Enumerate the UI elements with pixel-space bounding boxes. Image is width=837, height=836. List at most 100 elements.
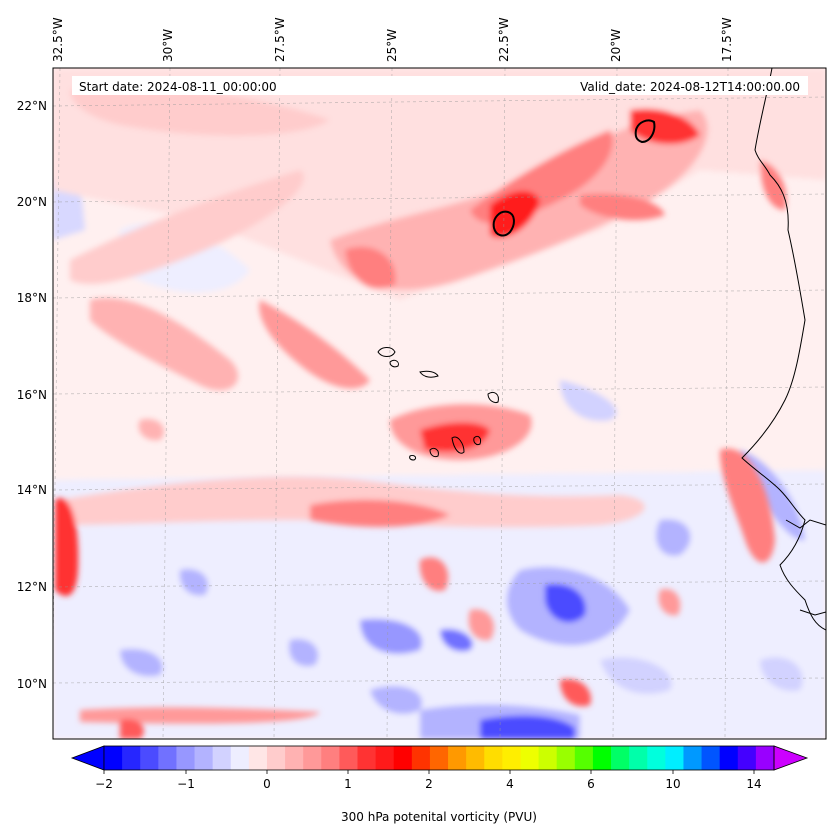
colorbar-segment (701, 746, 721, 770)
colorbar-tick-label: 10 (665, 777, 680, 791)
colorbar-segment (429, 746, 449, 770)
colorbar-segment (647, 746, 666, 770)
longitude-label: 25°W (385, 29, 399, 62)
colorbar-segment (266, 746, 286, 770)
colorbar-segment (285, 746, 304, 770)
pv-field-shape (580, 193, 665, 221)
colorbar-segment (683, 746, 703, 770)
map-area (53, 68, 826, 739)
latitude-label: 20°N (17, 195, 47, 209)
start-date-label: Start date: 2024-08-11_00:00:00 (79, 80, 277, 94)
colorbar-segment (176, 746, 196, 770)
pv-field-shape (656, 519, 691, 556)
pv-field-shape (560, 679, 591, 707)
pv-field-shape (480, 715, 575, 739)
colorbar-segment (592, 746, 612, 770)
longitude-label: 17.5°W (720, 17, 734, 62)
colorbar-tick-label: 4 (506, 777, 514, 791)
pv-field-shape (90, 298, 239, 391)
pv-field-shape (760, 160, 787, 210)
colorbar-tick-label: 2 (425, 777, 433, 791)
pv-field-shape (289, 639, 319, 667)
grid-line (53, 96, 826, 107)
island-maio (473, 435, 481, 445)
colorbar-segment (357, 746, 377, 770)
pv-contours (492, 119, 656, 237)
pv-field-shape (259, 300, 370, 389)
grid-line (53, 193, 826, 203)
longitude-label: 20°W (609, 29, 623, 62)
colorbar-tick-label: 0 (263, 777, 271, 791)
colorbar-segment (520, 746, 540, 770)
colorbar-segment (411, 746, 431, 770)
longitude-label: 27.5°W (273, 17, 287, 62)
pv-field-shape (55, 498, 79, 596)
latitude-labels: 22°N 20°N 18°N 16°N 14°N 12°N 10°N (17, 99, 47, 691)
grid-line (612, 68, 618, 739)
island-santiago (451, 436, 465, 454)
island-sal (487, 391, 499, 403)
pv-field-shape (345, 246, 396, 289)
grid-line (53, 677, 826, 684)
colorbar-segment (556, 746, 576, 770)
island-santo-antao (377, 347, 396, 357)
grid-line (53, 386, 826, 395)
colorbar-over-extend (773, 745, 809, 771)
colorbar-segment (502, 746, 521, 770)
longitude-label: 32.5°W (51, 17, 65, 62)
colorbar-tick-label: −2 (95, 777, 113, 791)
grid-line (162, 68, 171, 739)
pv-field-shape (760, 657, 803, 691)
longitude-label: 30°W (161, 29, 175, 62)
grid-line (53, 483, 826, 491)
pv-field-shape (179, 569, 209, 596)
pv-field-shape (120, 649, 163, 677)
pv-field-shape (120, 719, 144, 739)
longitude-labels: 32.5°W 30°W 27.5°W 25°W 22.5°W 20°W 17.5°W (51, 17, 734, 62)
island-fogo (429, 447, 439, 458)
pv-field-shape (600, 657, 672, 694)
colorbar-tick-label: 6 (587, 777, 595, 791)
latitude-label: 12°N (17, 580, 47, 594)
pv-field-shape (360, 619, 422, 654)
pv-field-shape (70, 86, 330, 136)
colorbar-segment (611, 746, 630, 770)
island-sao-vicente (389, 359, 399, 368)
colorbar-segment (466, 746, 485, 770)
grid-line (724, 68, 729, 739)
island-brava (409, 455, 417, 461)
contour-2pvu (492, 210, 515, 237)
pv-field-shape (138, 419, 164, 441)
colorbar-tick-label: −1 (177, 777, 195, 791)
longitude-label: 22.5°W (497, 17, 511, 62)
pv-field-shape (440, 629, 473, 652)
colorbar-segment (755, 746, 775, 770)
date-info-box (72, 76, 808, 95)
grid-line (53, 580, 826, 588)
island-sao-nicolau (419, 370, 439, 378)
map-frame (52, 67, 827, 740)
latitude-label: 10°N (17, 677, 47, 691)
colorbar-segment (158, 746, 177, 770)
pv-field-shape (560, 380, 617, 421)
colorbar-tick-label: 14 (746, 777, 761, 791)
colorbar-tick-label: 1 (344, 777, 352, 791)
latitude-label: 16°N (17, 388, 47, 402)
colorbar-segment (212, 746, 232, 770)
pv-field-shape (310, 499, 450, 527)
colorbar-under-extend (70, 745, 105, 771)
african-coastline (785, 519, 826, 529)
latitude-label: 18°N (17, 291, 47, 305)
colorbar-segment (248, 746, 268, 770)
colorbar-segment (140, 746, 159, 770)
colorbar-segment (393, 746, 413, 770)
colorbar-segment (303, 746, 322, 770)
colorbar-segment (122, 746, 141, 770)
grid-line (499, 68, 506, 739)
colorbar-segment (339, 746, 359, 770)
colorbar-segment (665, 746, 684, 770)
colorbar-segment (448, 746, 467, 770)
colorbar-segment (484, 746, 503, 770)
pv-field-shape (419, 557, 449, 591)
